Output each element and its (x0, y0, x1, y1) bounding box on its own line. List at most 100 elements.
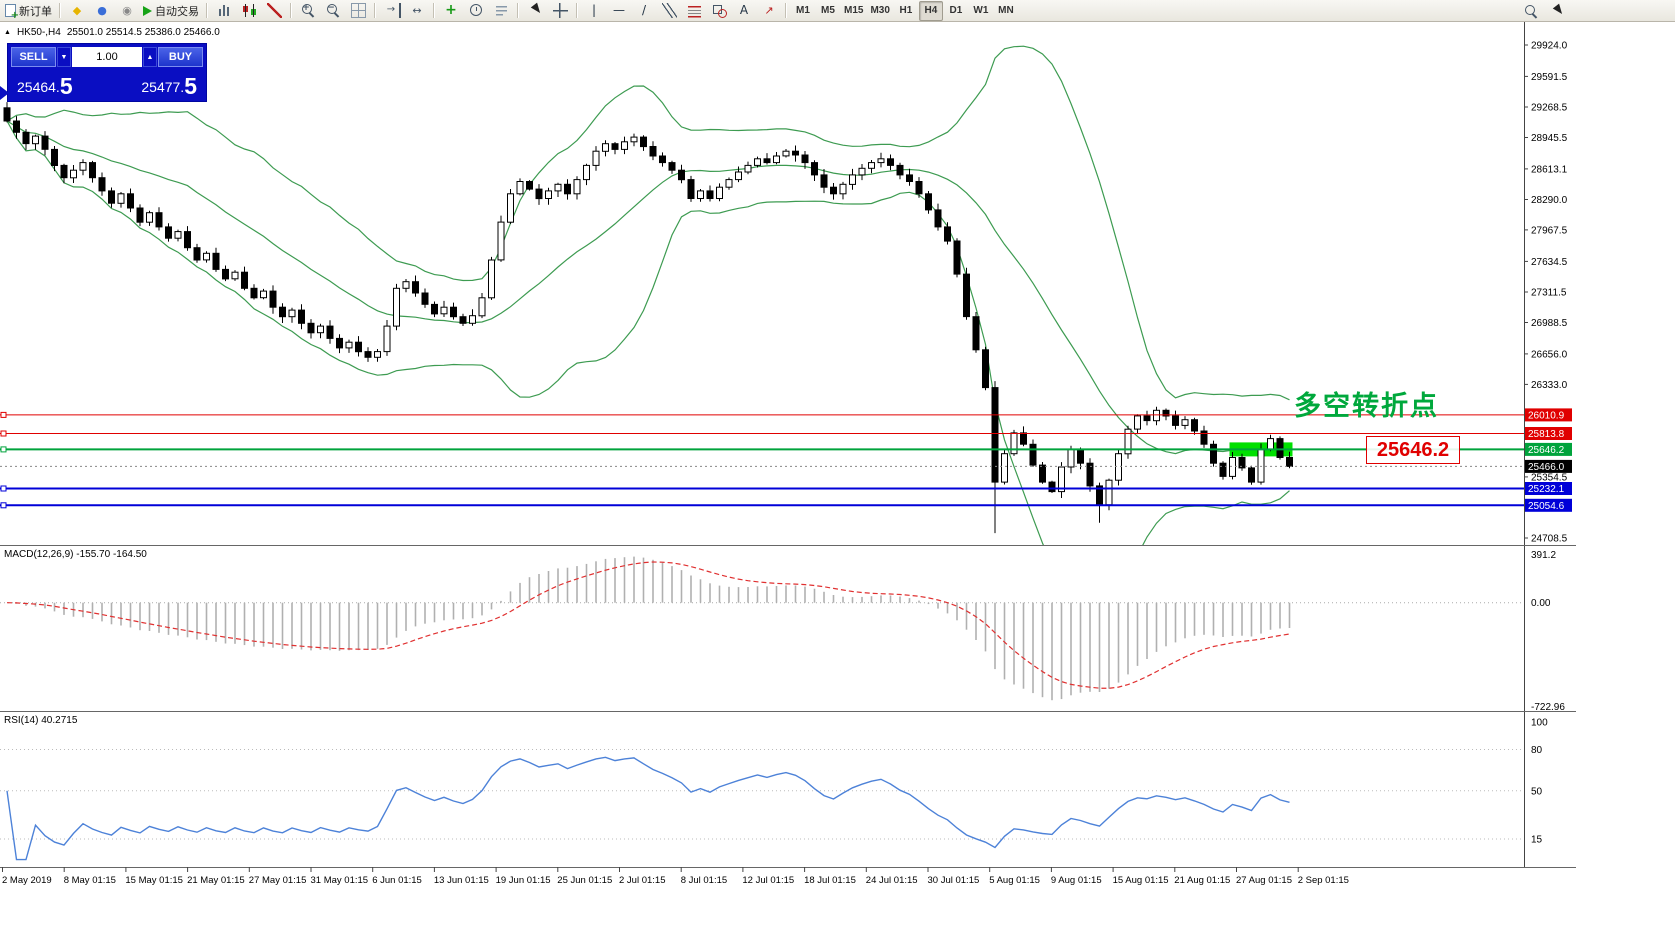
panel-collapse-arrow[interactable] (0, 86, 9, 100)
turning-point-annotation[interactable]: 多空转折点 (1294, 391, 1439, 421)
time-axis[interactable]: 2 May 2019 8 May 01:15 15 May 01:15 21 May … (2, 867, 1349, 886)
chart-shift-button[interactable]: ↔ (405, 1, 429, 21)
fibonacci-button[interactable] (682, 1, 706, 21)
arrows-button[interactable]: ↗ (757, 1, 781, 21)
buy-price-frac: 5 (184, 73, 197, 99)
svg-text:2 Sep 01:15: 2 Sep 01:15 (1298, 875, 1349, 886)
toolbar-label: 自动交易 (155, 5, 199, 18)
timeframe-h4-button[interactable]: H4 (918, 0, 943, 21)
algo-trading-button[interactable]: 自动交易 (140, 1, 202, 21)
volume-increase-button[interactable]: ▲ (143, 47, 157, 67)
bar-chart-button[interactable] (212, 1, 236, 21)
bar-chart-icon (216, 3, 232, 18)
line-handle[interactable] (0, 430, 7, 437)
svg-text:-722.96: -722.96 (1531, 702, 1565, 713)
timeframe-m1-button[interactable]: M1 (791, 1, 815, 21)
timeframe-w1-button[interactable]: W1 (969, 1, 993, 21)
algo-trading-icon (143, 5, 152, 16)
equidistant-channel-button[interactable] (657, 1, 681, 21)
mql5-button[interactable]: ◆ (65, 1, 89, 21)
candlesticks (3, 102, 1293, 534)
crosshair-button[interactable] (548, 1, 572, 21)
svg-text:27634.5: 27634.5 (1531, 257, 1568, 268)
horizontal-line-button[interactable]: — (607, 1, 631, 21)
line-handle[interactable] (0, 446, 7, 453)
line-chart-button[interactable] (262, 1, 286, 21)
toolbar-label: H1 (899, 5, 913, 16)
rsi-line (6, 756, 1290, 861)
timeframe-m15-button[interactable]: M15 (841, 1, 866, 21)
svg-text:13 Jun 01:15: 13 Jun 01:15 (434, 875, 489, 886)
search-symbol-button[interactable] (1519, 1, 1543, 21)
volume-decrease-button[interactable]: ▼ (57, 47, 71, 67)
svg-text:15 May 01:15: 15 May 01:15 (125, 875, 183, 886)
svg-text:26988.5: 26988.5 (1531, 318, 1568, 329)
toolbar-separator (433, 3, 435, 18)
periods-button[interactable] (464, 1, 488, 21)
shapes-button[interactable] (707, 1, 731, 21)
timeframe-h1-button[interactable]: H1 (894, 1, 918, 21)
community-button[interactable]: ◉ (115, 1, 139, 21)
sell-button[interactable]: SELL (11, 47, 56, 67)
svg-text:26333.0: 26333.0 (1531, 380, 1568, 391)
level-lines[interactable] (0, 411, 1524, 509)
macd-label: MACD(12,26,9) -155.70 -164.50 (4, 549, 147, 560)
timeframe-m30-button[interactable]: M30 (867, 1, 892, 21)
bollinger-upper (6, 45, 1290, 401)
trendline-button[interactable]: / (632, 1, 656, 21)
svg-text:26010.9: 26010.9 (1528, 410, 1565, 421)
svg-text:27311.5: 27311.5 (1531, 288, 1567, 299)
svg-text:21 Aug 01:15: 21 Aug 01:15 (1174, 875, 1230, 886)
svg-text:391.2: 391.2 (1531, 550, 1556, 561)
chart-canvas[interactable]: 29924.0 29591.5 29268.5 28945.5 28613.1 28290… (0, 22, 1675, 949)
tile-windows-button[interactable] (346, 1, 370, 21)
timeframe-d1-button[interactable]: D1 (944, 1, 968, 21)
zoom-out-button[interactable]: − (321, 1, 345, 21)
toolbar-label: 新订单 (19, 5, 52, 18)
line-handle[interactable] (0, 485, 7, 492)
pointer-dropdown-button[interactable] (1545, 1, 1569, 21)
svg-text:19 Jun 01:15: 19 Jun 01:15 (496, 875, 551, 886)
svg-text:27967.5: 27967.5 (1531, 225, 1568, 236)
toolbar-label: W1 (973, 5, 989, 16)
line-handle[interactable] (0, 502, 7, 509)
shapes-icon (712, 3, 727, 18)
candlestick-chart-button[interactable] (237, 1, 261, 21)
indicators-icon: + (445, 2, 457, 18)
new-order-button[interactable]: 新订单 (2, 1, 55, 21)
svg-text:2 May 2019: 2 May 2019 (2, 875, 52, 886)
price-callout[interactable]: 25646.2 (1366, 436, 1460, 464)
vertical-line-button[interactable]: | (582, 1, 606, 21)
cursor-button[interactable] (523, 1, 547, 21)
toolbar-separator (59, 3, 61, 18)
templates-button[interactable] (489, 1, 513, 21)
indicators-button[interactable]: + (439, 1, 463, 21)
arrows-icon: ↗ (764, 4, 774, 17)
timeframe-mn-button[interactable]: MN (994, 1, 1018, 21)
auto-scroll-button[interactable]: → (380, 1, 404, 21)
toolbar-separator (785, 3, 787, 18)
line-handle[interactable] (0, 411, 7, 418)
pane-collapse-icon[interactable]: ▲ (4, 28, 11, 36)
macd-signal-line (6, 561, 1290, 689)
buy-button[interactable]: BUY (158, 47, 203, 67)
chart-ohlc-header: ▲ HK50-,H4 25501.0 25514.5 25386.0 25466… (4, 27, 220, 38)
pane-separators[interactable] (0, 545, 1576, 868)
price-axis[interactable]: 29924.0 29591.5 29268.5 28945.5 28613.1 28290… (1524, 22, 1572, 867)
sell-price[interactable]: 25464. 5 (17, 74, 73, 98)
profile-button[interactable]: ● (90, 1, 114, 21)
svg-text:15: 15 (1531, 835, 1543, 846)
zoom-in-icon: + (301, 3, 316, 18)
svg-text:18 Jul 01:15: 18 Jul 01:15 (804, 875, 856, 886)
crosshair-icon (552, 3, 568, 18)
volume-input[interactable] (72, 47, 142, 67)
svg-text:50: 50 (1531, 786, 1543, 797)
buy-price[interactable]: 25477. 5 (141, 74, 197, 98)
profile-icon: ● (97, 4, 107, 17)
zoom-in-button[interactable]: + (296, 1, 320, 21)
timeframe-m5-button[interactable]: M5 (816, 1, 840, 21)
svg-text:25354.5: 25354.5 (1531, 472, 1568, 483)
text-label-button[interactable]: A (732, 1, 756, 21)
candlestick-chart-icon (241, 3, 257, 18)
svg-text:28290.0: 28290.0 (1531, 195, 1568, 206)
